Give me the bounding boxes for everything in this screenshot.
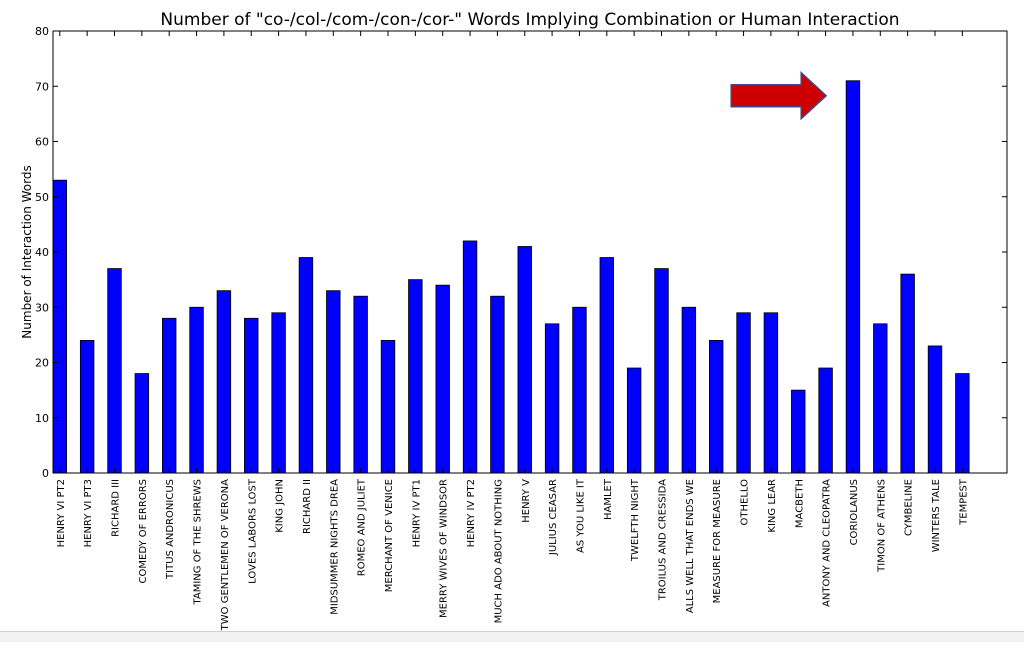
bar-29 — [845, 80, 861, 474]
x-tick-label: TEMPEST — [958, 478, 969, 526]
window-bottom-edge — [0, 631, 1024, 642]
x-tick-label: KING LEAR — [767, 479, 778, 533]
x-tick-label: HAMLET — [603, 478, 614, 520]
x-tick-label: TWO GENTLEMEN OF VERONA — [220, 479, 231, 631]
bar-6 — [216, 290, 232, 474]
x-tick-label: HENRY VI PT3 — [83, 479, 94, 547]
bar-16 — [490, 295, 505, 474]
bar-12 — [380, 339, 396, 474]
x-tick-label: CYMBELINE — [904, 479, 915, 536]
bar-32 — [927, 345, 943, 474]
y-tick-label: 10 — [35, 412, 49, 425]
bar-4 — [161, 317, 177, 474]
x-tick-label: MERCHANT OF VENICE — [384, 479, 395, 592]
x-tick-label: HENRY IV PT2 — [466, 479, 477, 547]
x-tick-label: LOVES LABORS LOST — [247, 478, 258, 584]
y-axis-label: Number of Interaction Words — [20, 165, 34, 338]
bar-20 — [599, 257, 615, 474]
x-tick-label: ALLS WELL THAT ENDS WE — [685, 479, 696, 613]
chart-title: Number of "co-/col-/com-/con-/cor-" Word… — [160, 10, 900, 30]
bar-25 — [736, 312, 751, 474]
x-tick-label: TROILUS AND CRESSIDA — [658, 479, 669, 601]
bar-9 — [298, 257, 314, 474]
bar-33 — [955, 373, 970, 474]
bar-5 — [189, 306, 204, 474]
bar-19 — [572, 306, 587, 474]
x-tick-label: ROMEO AND JULIET — [357, 478, 368, 576]
bar-8 — [271, 312, 286, 474]
bar-22 — [654, 268, 669, 474]
x-tick-label: HENRY V — [521, 479, 532, 523]
x-tick-label: TWELFTH NIGHT — [630, 478, 641, 562]
bar-18 — [544, 323, 560, 474]
y-tick-label: 30 — [35, 301, 49, 314]
bar-2 — [107, 268, 122, 474]
bar-15 — [462, 240, 478, 474]
x-tick-label: RICHARD II — [302, 479, 313, 534]
y-tick-label: 60 — [35, 136, 49, 149]
y-tick-label: 20 — [35, 357, 49, 370]
bar-13 — [408, 279, 423, 474]
y-tick-label: 40 — [35, 246, 49, 259]
bar-28 — [818, 367, 833, 474]
bar-0 — [52, 179, 68, 474]
x-tick-label: MACBETH — [794, 479, 805, 528]
bar-10 — [326, 290, 341, 474]
x-tick-label: TAMING OF THE SHREWS — [193, 479, 204, 605]
x-tick-label: MUCH ADO ABOUT NOTHING — [493, 479, 504, 623]
y-tick-label: 80 — [35, 25, 49, 38]
x-tick-label: RICHARD III — [111, 479, 122, 537]
x-tick-label: OTHELLO — [740, 479, 751, 526]
bar-14 — [435, 284, 450, 474]
x-tick-label: MERRY WIVES OF WINDSOR — [439, 479, 450, 618]
x-tick-label: HENRY IV PT1 — [411, 479, 422, 547]
bar-17 — [517, 246, 532, 474]
bar-30 — [873, 323, 888, 474]
y-tick-label: 0 — [42, 467, 49, 480]
x-tick-label: WINTERS TALE — [931, 479, 942, 552]
x-tick-label: HENRY VI PT2 — [56, 479, 67, 547]
y-tick-label: 50 — [35, 191, 49, 204]
x-tick-label: MEASURE FOR MEASURE — [712, 479, 723, 603]
bar-21 — [626, 367, 642, 474]
bar-3 — [134, 373, 150, 474]
bar-27 — [791, 389, 806, 474]
y-tick-label: 70 — [35, 80, 49, 93]
bar-23 — [681, 306, 697, 474]
bar-31 — [900, 273, 915, 474]
x-tick-label: TITUS ANDRONICUS — [165, 479, 176, 580]
x-tick-label: KING JOHN — [275, 479, 286, 533]
x-tick-label: COMEDY OF ERRORS — [138, 479, 149, 583]
bar-11 — [353, 295, 368, 474]
x-tick-label: JULIUS CEASAR — [548, 479, 559, 556]
bar-7 — [244, 317, 259, 474]
bar-26 — [763, 312, 779, 474]
x-tick-label: ANTONY AND CLEOPATRA — [822, 479, 833, 607]
annotation-arrow — [730, 70, 828, 121]
x-tick-label: CORIOLANUS — [849, 479, 860, 545]
bar-1 — [79, 339, 95, 474]
x-tick-label: MIDSUMMER NIGHTS DREA — [329, 479, 340, 615]
bar-24 — [709, 339, 724, 474]
x-tick-label: AS YOU LIKE IT — [575, 478, 586, 553]
x-tick-label: TIMON OF ATHENS — [876, 479, 887, 573]
